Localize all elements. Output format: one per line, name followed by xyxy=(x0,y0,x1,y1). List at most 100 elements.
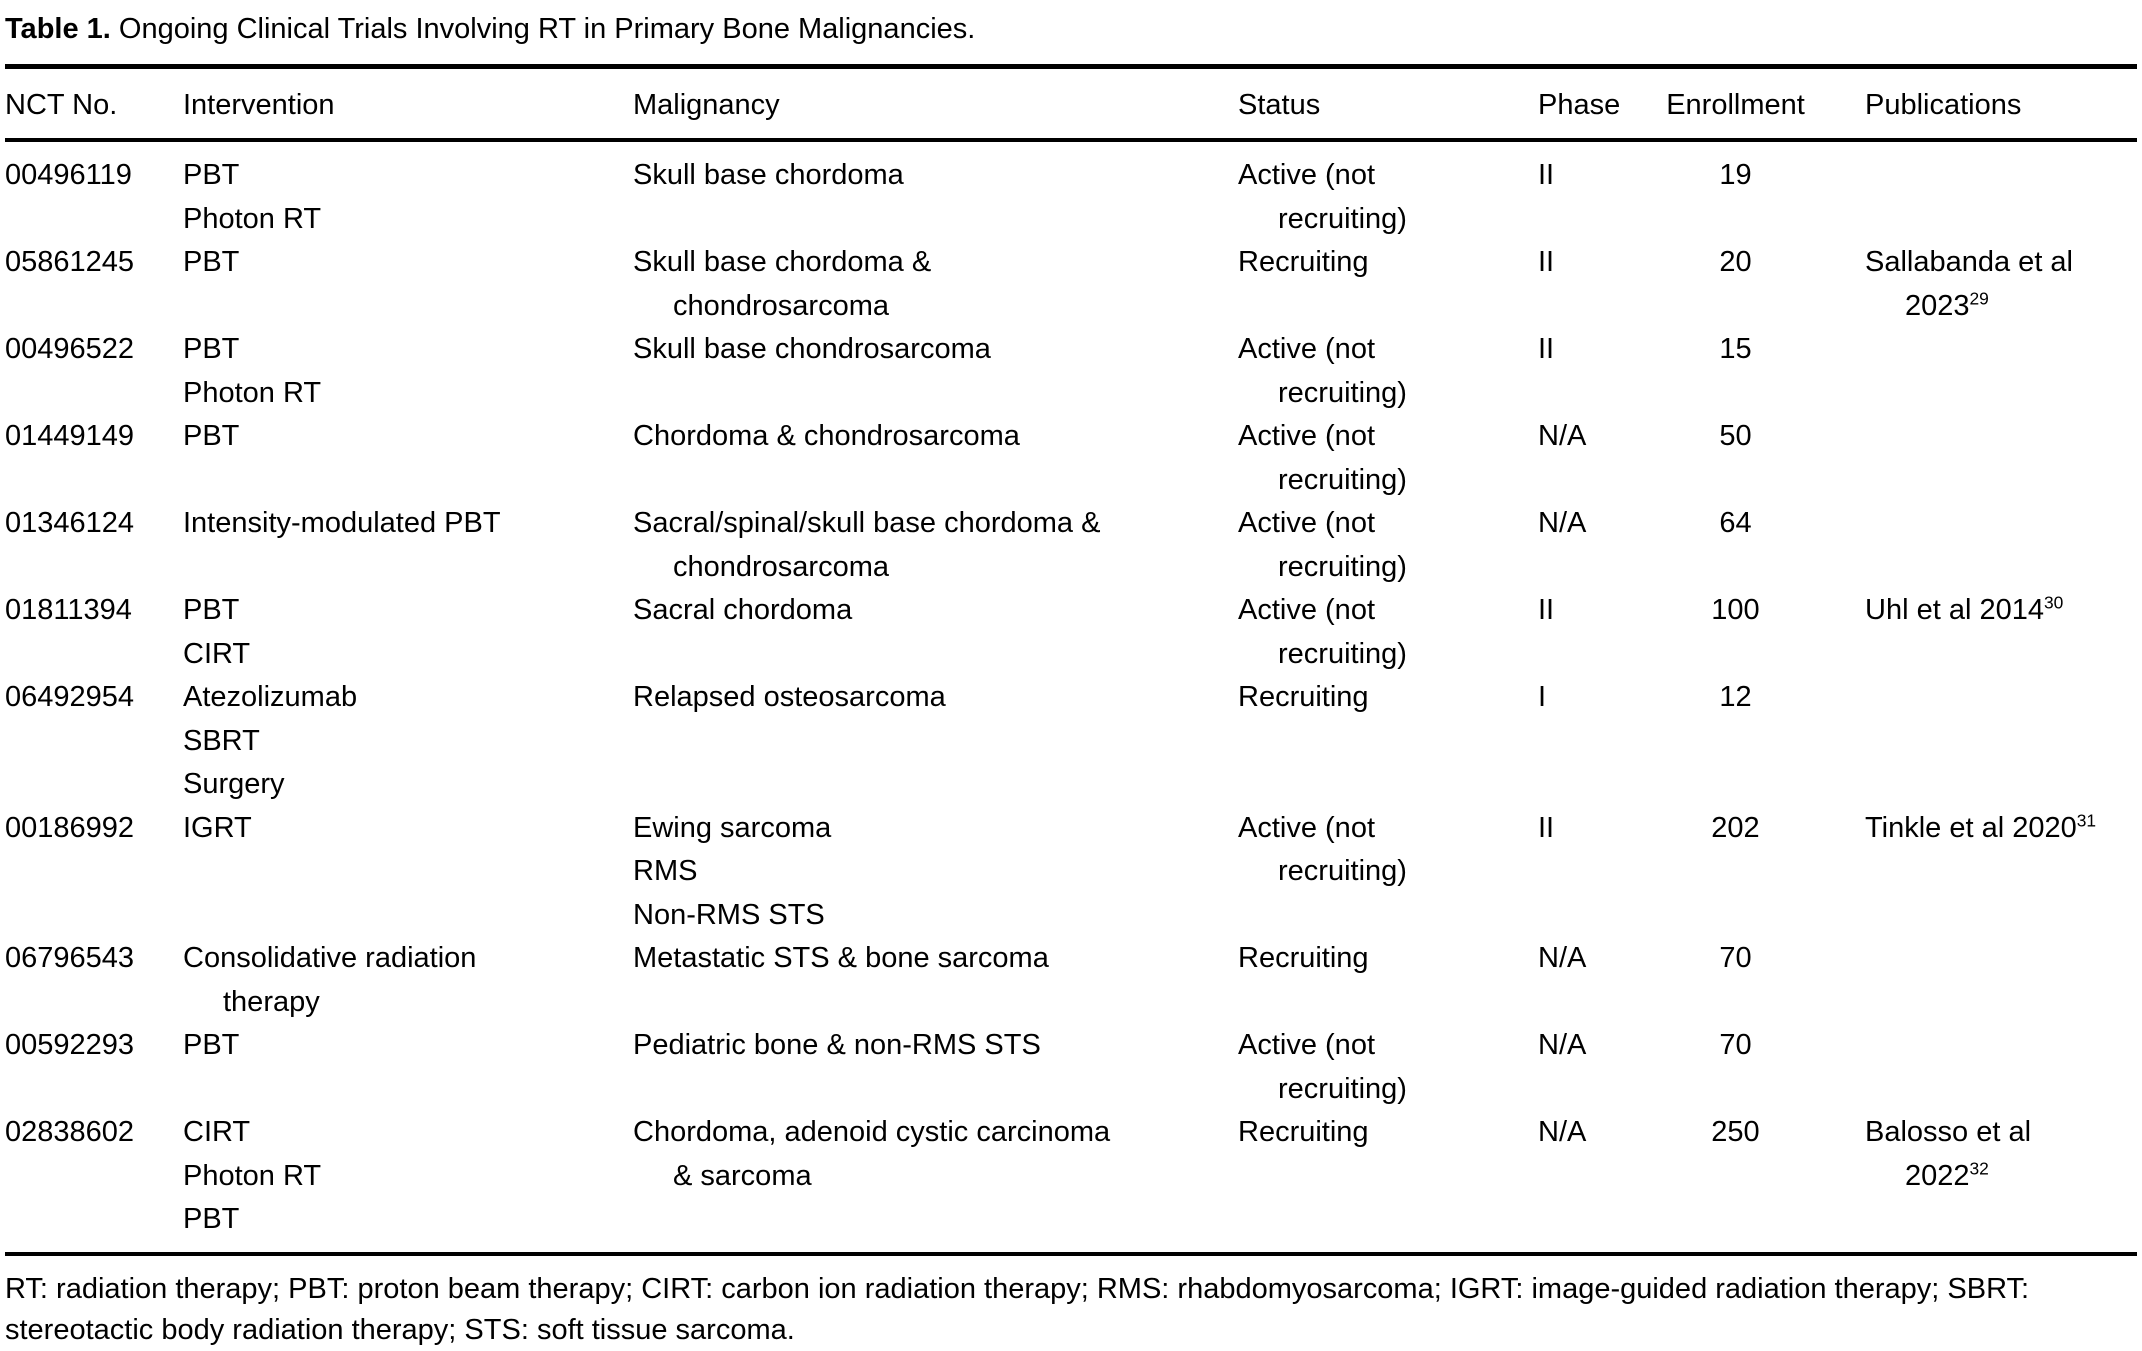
header-cell-intervention: Intervention xyxy=(183,88,335,121)
cell-phase: N/A xyxy=(1538,1116,1587,1148)
cell-intervention: Atezolizumab SBRT Surgery xyxy=(183,676,633,807)
cell-status: Recruiting xyxy=(1238,937,1538,1024)
cell-line: Recruiting xyxy=(1238,246,1369,278)
cell-malignancy: Skull base chondrosarcoma xyxy=(633,328,1238,415)
cell-line: Active (not recruiting) xyxy=(1238,1029,1407,1105)
cell-line: Recruiting xyxy=(1238,942,1369,974)
table-row: 00496119 PBT Photon RT Skull base chordom… xyxy=(5,154,2137,241)
table-row: 01449149 PBT Chordoma & chondrosarcoma A… xyxy=(5,415,2137,502)
cell-publications: Uhl et al 201430 xyxy=(1843,589,2137,676)
cell-line: Non-RMS STS xyxy=(633,898,825,931)
cell-malignancy: Metastatic STS & bone sarcoma xyxy=(633,937,1238,1024)
header-cell-publications: Publications xyxy=(1865,88,2022,121)
cell-phase: I xyxy=(1538,681,1547,713)
cell-nct-number: 00496119 xyxy=(5,159,132,191)
cell-line: Relapsed osteosarcoma xyxy=(633,681,946,713)
cell-line: IGRT xyxy=(183,811,252,844)
cell-status: Active (not recruiting) xyxy=(1238,154,1538,241)
cell-nct-number: 06796543 xyxy=(5,942,135,974)
cell-phase: II xyxy=(1538,159,1555,191)
cell-line: Tinkle et al 202031 xyxy=(1865,809,2097,844)
cell-line: Intensity-modulated PBT xyxy=(183,507,501,539)
cell-nct-number: 02838602 xyxy=(5,1116,135,1148)
cell-intervention: PBT xyxy=(183,241,633,328)
cell-line: RMS xyxy=(633,855,698,887)
cell-phase: II xyxy=(1538,246,1555,278)
cell-malignancy: Ewing sarcoma RMS Non-RMS STS xyxy=(633,807,1238,938)
cell-status: Active (not recruiting) xyxy=(1238,502,1538,589)
cell-line: Skull base chordoma & chondrosarcoma xyxy=(633,246,932,322)
cell-intervention: Consolidative radiation therapy xyxy=(183,937,633,1024)
cell-line: PBT xyxy=(183,594,240,626)
cell-line: Recruiting xyxy=(1238,681,1369,713)
cell-line: Active (not recruiting) xyxy=(1238,507,1407,583)
table-row: 06492954 Atezolizumab SBRT Surgery Relapse… xyxy=(5,676,2137,807)
cell-line: Active (not recruiting) xyxy=(1238,594,1407,670)
citation-superscript: 30 xyxy=(2043,592,2064,613)
cell-line: Active (not recruiting) xyxy=(1238,333,1407,409)
cell-intervention: PBT xyxy=(183,415,633,502)
header-cell-malignancy: Malignancy xyxy=(633,88,780,121)
cell-enrollment: 12 xyxy=(1719,681,1752,713)
cell-line: Uhl et al 201430 xyxy=(1865,592,2064,626)
cell-enrollment: 15 xyxy=(1719,333,1752,365)
cell-enrollment: 19 xyxy=(1719,159,1752,191)
table-header-row: NCT No. Intervention Malignancy Status P… xyxy=(5,63,2137,142)
cell-status: Active (not recruiting) xyxy=(1238,1024,1538,1111)
cell-line: Atezolizumab xyxy=(183,681,358,713)
cell-status: Recruiting xyxy=(1238,241,1538,328)
citation-superscript: 32 xyxy=(1969,1157,1989,1178)
cell-phase: N/A xyxy=(1538,1029,1587,1061)
table-caption-text: Ongoing Clinical Trials Involving RT in … xyxy=(110,13,976,45)
table-row: 00186992 IGRT Ewing sarcoma RMS Non-RMS ST… xyxy=(5,807,2137,938)
cell-status: Recruiting xyxy=(1238,1111,1538,1242)
table-row: 00592293 PBT Pediatric bone & non-RMS ST… xyxy=(5,1024,2137,1111)
cell-status: Active (not recruiting) xyxy=(1238,807,1538,938)
cell-enrollment: 64 xyxy=(1719,507,1752,539)
cell-enrollment: 50 xyxy=(1719,420,1752,452)
cell-line: Metastatic STS & bone sarcoma xyxy=(633,942,1049,974)
table-footnote: RT: radiation therapy; PBT: proton beam … xyxy=(5,1272,2030,1346)
cell-line: PBT xyxy=(183,333,240,365)
cell-enrollment: 70 xyxy=(1719,942,1752,974)
cell-nct-number: 00186992 xyxy=(5,811,135,844)
cell-intervention: PBT Photon RT xyxy=(183,328,633,415)
cell-enrollment: 70 xyxy=(1719,1029,1752,1061)
cell-publications xyxy=(1843,937,2137,1024)
cell-nct-number: 00592293 xyxy=(5,1029,135,1061)
citation-superscript: 29 xyxy=(1969,287,1989,308)
cell-line: CIRT xyxy=(183,637,251,670)
cell-intervention: PBT Photon RT xyxy=(183,154,633,241)
cell-intervention: Intensity-modulated PBT xyxy=(183,502,633,589)
cell-line: Surgery xyxy=(183,768,285,800)
cell-line: Active (not recruiting) xyxy=(1238,811,1407,888)
cell-phase: II xyxy=(1538,811,1555,844)
cell-phase: II xyxy=(1538,594,1555,626)
cell-nct-number: 01449149 xyxy=(5,420,135,452)
cell-line: Pediatric bone & non-RMS STS xyxy=(633,1029,1041,1061)
cell-publications: Balosso et al 202232 xyxy=(1843,1111,2137,1242)
cell-publications xyxy=(1843,154,2137,241)
cell-line: CIRT xyxy=(183,1116,251,1148)
table-row: 01811394 PBT CIRT Sacral chordoma Active … xyxy=(5,589,2137,676)
cell-line: Recruiting xyxy=(1238,1116,1369,1148)
cell-status: Active (not recruiting) xyxy=(1238,415,1538,502)
cell-line: SBRT xyxy=(183,724,260,757)
table-caption: Table 1. Ongoing Clinical Trials Involvi… xyxy=(5,8,2137,52)
cell-publications xyxy=(1843,415,2137,502)
table-row: 06796543 Consolidative radiation therapy… xyxy=(5,937,2137,1024)
header-cell-enrollment: Enrollment xyxy=(1666,88,1805,121)
cell-publications: Sallabanda et al 202329 xyxy=(1843,241,2137,328)
cell-line: Chordoma & chondrosarcoma xyxy=(633,420,1020,452)
cell-line: Chordoma, adenoid cystic carcinoma & sar… xyxy=(633,1116,1111,1192)
table-row: 02838602 CIRT Photon RT PBT Chordoma, aden… xyxy=(5,1111,2137,1242)
cell-phase: N/A xyxy=(1538,942,1587,974)
cell-status: Recruiting xyxy=(1238,676,1538,807)
cell-malignancy: Sacral/spinal/skull base chordoma & chon… xyxy=(633,502,1238,589)
cell-intervention: CIRT Photon RT PBT xyxy=(183,1111,633,1242)
cell-line: PBT xyxy=(183,1029,240,1061)
header-cell-phase: Phase xyxy=(1538,88,1621,121)
cell-intervention: PBT CIRT xyxy=(183,589,633,676)
cell-enrollment: 20 xyxy=(1719,246,1752,278)
